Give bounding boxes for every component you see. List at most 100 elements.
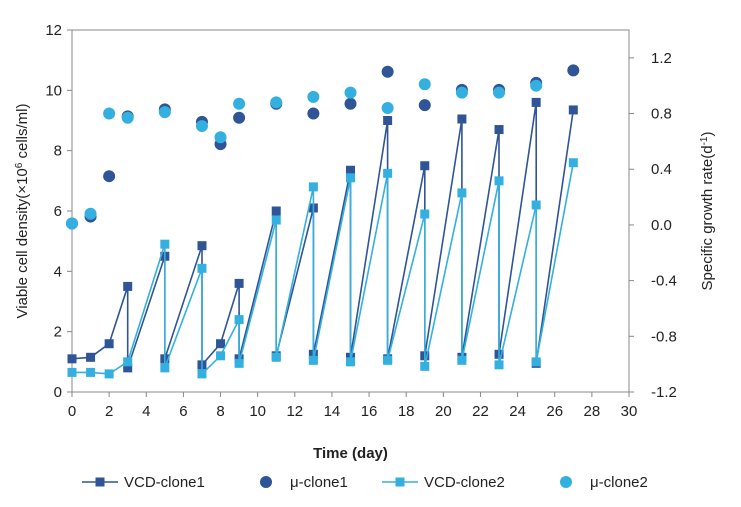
data-point xyxy=(493,86,506,99)
y2-axis-title-main: Specific growth rate(d xyxy=(699,145,716,290)
data-point xyxy=(86,367,96,377)
data-point xyxy=(418,99,431,112)
data-point xyxy=(420,209,430,219)
x-tick-label: 10 xyxy=(249,403,266,420)
x-tick-label: 4 xyxy=(142,403,150,420)
y-tick-label: 2 xyxy=(54,324,62,341)
series-VCD-clone1 xyxy=(67,97,578,373)
y2-tick-label: 0.4 xyxy=(651,161,672,178)
data-point xyxy=(195,120,208,133)
data-point xyxy=(123,357,133,367)
legend: VCD-clone1 μ-clone1 VCD-clone2 μ-clone2 xyxy=(82,474,648,491)
data-point xyxy=(104,369,114,379)
data-point xyxy=(271,215,281,225)
y2-axis-title-sup: -1 xyxy=(699,136,710,145)
x-tick-label: 30 xyxy=(621,403,638,420)
y-axis-title-tail: cells/ml) xyxy=(14,104,31,163)
data-point xyxy=(346,173,355,183)
data-point xyxy=(344,97,357,110)
y2-tick-label: -0.8 xyxy=(651,328,677,345)
x-tick-label: 18 xyxy=(398,403,415,420)
data-point xyxy=(233,111,246,124)
data-point xyxy=(567,64,580,77)
data-point xyxy=(160,239,170,249)
y-axis-title: Viable cell density(×106 cells/ml) xyxy=(14,104,32,319)
y2-tick-label: 0.8 xyxy=(651,106,672,123)
data-point xyxy=(383,355,393,365)
y-tick-label: 8 xyxy=(54,143,62,160)
data-point xyxy=(103,107,116,120)
legend-square-swatch xyxy=(395,477,405,487)
legend-circle-swatch xyxy=(260,476,272,488)
data-point xyxy=(271,206,281,216)
data-point xyxy=(66,217,78,230)
legend-square-swatch xyxy=(95,477,105,487)
series-VCD-clone2 xyxy=(67,158,578,379)
series-μ-clone2 xyxy=(66,78,543,230)
y2-axis-title: Specific growth rate(d-1) xyxy=(699,132,717,291)
legend-label: μ-clone1 xyxy=(290,474,348,491)
data-point xyxy=(494,125,504,135)
data-point xyxy=(270,96,283,109)
x-tick-label: 0 xyxy=(68,403,76,420)
data-point xyxy=(104,339,114,349)
data-point xyxy=(197,263,207,273)
data-point xyxy=(308,355,318,365)
data-point xyxy=(568,158,578,168)
y-tick-label: 10 xyxy=(45,82,62,99)
data-point xyxy=(86,352,96,362)
data-point xyxy=(307,90,320,103)
x-tick-label: 16 xyxy=(361,403,378,420)
data-point xyxy=(383,116,393,125)
data-point xyxy=(197,369,207,379)
data-point xyxy=(67,354,77,364)
x-tick-label: 26 xyxy=(546,403,563,420)
data-point xyxy=(531,200,541,210)
y-axis-title-main: Viable cell density(×10 xyxy=(14,168,31,318)
legend-item: VCD-clone1 xyxy=(82,474,205,491)
y2-axis-title-tail: ) xyxy=(699,132,716,137)
data-point xyxy=(344,86,357,99)
y-tick-label: 0 xyxy=(54,384,62,401)
data-point xyxy=(233,97,246,110)
legend-item: μ-clone2 xyxy=(560,474,648,491)
data-point xyxy=(457,355,467,365)
x-tick-label: 20 xyxy=(435,403,452,420)
data-point xyxy=(67,367,77,377)
data-point xyxy=(346,165,355,175)
data-point xyxy=(530,79,543,92)
data-point xyxy=(455,86,468,99)
y-tick-label: 12 xyxy=(45,22,62,39)
data-point xyxy=(271,352,281,362)
data-point xyxy=(494,176,504,186)
y2-tick-label: -0.4 xyxy=(651,273,677,290)
legend-item: VCD-clone2 xyxy=(382,474,505,491)
x-tick-label: 8 xyxy=(216,403,224,420)
data-point xyxy=(123,363,133,373)
y2-tick-label: 0.0 xyxy=(651,217,672,234)
y-axis-title-sup: 6 xyxy=(14,162,25,168)
data-point xyxy=(346,357,355,367)
x-tick-label: 22 xyxy=(472,403,489,420)
series-group xyxy=(66,64,580,379)
data-point xyxy=(383,168,393,178)
data-point xyxy=(568,105,578,115)
x-tick-label: 24 xyxy=(509,403,526,420)
x-tick-label: 14 xyxy=(324,403,341,420)
x-tick-label: 2 xyxy=(105,403,113,420)
y2-tick-label: 1.2 xyxy=(651,50,672,67)
data-point xyxy=(197,241,207,251)
data-point xyxy=(160,363,170,373)
data-point xyxy=(457,114,467,124)
data-point xyxy=(381,101,394,114)
x-tick-label: 12 xyxy=(286,403,303,420)
data-point xyxy=(420,361,430,371)
data-point xyxy=(84,207,97,220)
x-tick-label: 6 xyxy=(179,403,187,420)
data-point xyxy=(308,182,318,192)
data-point xyxy=(494,360,504,370)
x-axis-title: Time (day) xyxy=(313,445,388,462)
legend-label: VCD-clone2 xyxy=(424,474,505,491)
y-tick-label: 6 xyxy=(54,203,62,220)
data-point xyxy=(234,278,244,288)
